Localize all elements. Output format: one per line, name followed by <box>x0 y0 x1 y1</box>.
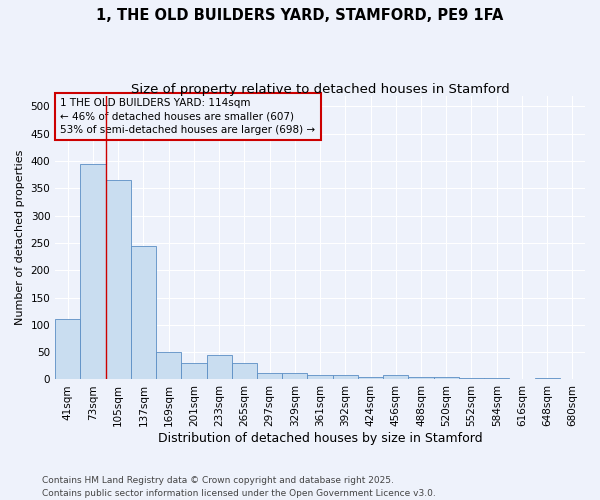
Bar <box>307 375 332 380</box>
Bar <box>459 378 484 380</box>
Bar <box>156 352 181 380</box>
Text: 1 THE OLD BUILDERS YARD: 114sqm
← 46% of detached houses are smaller (607)
53% o: 1 THE OLD BUILDERS YARD: 114sqm ← 46% of… <box>61 98 316 134</box>
Text: Contains HM Land Registry data © Crown copyright and database right 2025.
Contai: Contains HM Land Registry data © Crown c… <box>42 476 436 498</box>
Bar <box>560 379 585 380</box>
Bar <box>55 320 80 380</box>
Y-axis label: Number of detached properties: Number of detached properties <box>15 150 25 325</box>
Bar <box>358 376 383 380</box>
Bar <box>181 363 206 380</box>
Bar <box>383 375 409 380</box>
Bar <box>509 379 535 380</box>
Bar <box>106 180 131 380</box>
Bar <box>206 355 232 380</box>
Bar <box>409 378 434 380</box>
X-axis label: Distribution of detached houses by size in Stamford: Distribution of detached houses by size … <box>158 432 482 445</box>
Bar <box>535 378 560 380</box>
Title: Size of property relative to detached houses in Stamford: Size of property relative to detached ho… <box>131 82 509 96</box>
Text: 1, THE OLD BUILDERS YARD, STAMFORD, PE9 1FA: 1, THE OLD BUILDERS YARD, STAMFORD, PE9 … <box>97 8 503 22</box>
Bar <box>332 375 358 380</box>
Bar <box>131 246 156 380</box>
Bar <box>282 373 307 380</box>
Bar <box>434 376 459 380</box>
Bar <box>484 378 509 380</box>
Bar <box>80 164 106 380</box>
Bar <box>232 363 257 380</box>
Bar <box>257 373 282 380</box>
